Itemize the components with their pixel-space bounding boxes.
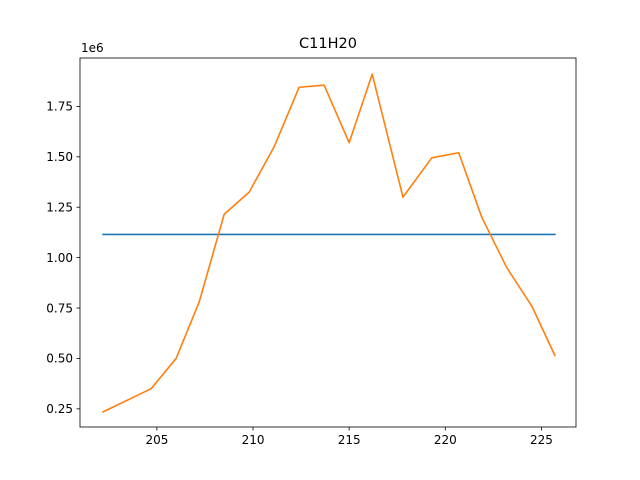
y-tick-label: 1.75 bbox=[46, 100, 73, 114]
x-tick-label: 220 bbox=[434, 433, 457, 447]
x-tick-label: 215 bbox=[338, 433, 361, 447]
x-tick-label: 205 bbox=[145, 433, 168, 447]
y-tick-label: 0.50 bbox=[46, 352, 73, 366]
y-tick-label: 0.75 bbox=[46, 301, 73, 315]
axes-layer: 205 210 215 220 225 0.25 0.50 0.75 1.00 1.25 1.50 1… bbox=[46, 57, 577, 447]
y-tick-label: 0.25 bbox=[46, 402, 73, 416]
y-tick-label: 1.25 bbox=[46, 201, 73, 215]
series-line-2 bbox=[102, 73, 556, 413]
x-tick-label: 210 bbox=[242, 433, 265, 447]
y-tick-label: 1.00 bbox=[46, 251, 73, 265]
plot-area-frame bbox=[79, 57, 577, 428]
chart-title: C11H20 bbox=[299, 36, 357, 52]
series-layer bbox=[102, 73, 556, 413]
y-scale-label: 1e6 bbox=[81, 41, 104, 55]
x-tick-label: 225 bbox=[530, 433, 553, 447]
y-tick-label: 1.50 bbox=[46, 150, 73, 164]
